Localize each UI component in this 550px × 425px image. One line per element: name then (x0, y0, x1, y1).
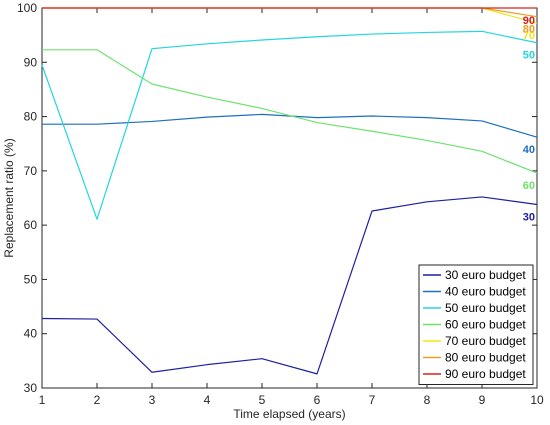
x-tick-label: 1 (39, 393, 46, 407)
end-label-30: 30 (523, 212, 535, 224)
end-label-50: 50 (523, 50, 535, 62)
y-tick-label: 30 (24, 381, 38, 395)
legend-label: 60 euro budget (445, 318, 526, 332)
y-tick-label: 60 (24, 218, 38, 232)
x-tick-label: 10 (530, 393, 544, 407)
y-tick-label: 70 (24, 164, 38, 178)
x-axis-title: Time elapsed (years) (233, 407, 345, 421)
y-tick-label: 50 (24, 272, 38, 286)
end-label-40: 40 (523, 144, 535, 156)
legend-label: 30 euro budget (445, 268, 526, 282)
y-axis-title: Replacement ratio (%) (2, 138, 16, 257)
x-tick-label: 6 (314, 393, 321, 407)
series-line-50 (41, 30, 538, 220)
x-tick-label: 2 (94, 393, 101, 407)
x-tick-label: 3 (149, 393, 156, 407)
legend-label: 40 euro budget (445, 285, 526, 299)
end-label-70: 70 (523, 30, 535, 42)
x-tick-label: 7 (369, 393, 376, 407)
y-tick-label: 90 (24, 55, 38, 69)
legend-label: 50 euro budget (445, 301, 526, 315)
x-tick-label: 4 (204, 393, 211, 407)
series-lines (41, 7, 538, 375)
y-tick-label: 100 (17, 1, 37, 15)
legend-label: 80 euro budget (445, 351, 526, 365)
series-line-30 (41, 196, 538, 375)
x-tick-label: 5 (259, 393, 266, 407)
y-tick-label: 80 (24, 110, 38, 124)
legend-label: 90 euro budget (445, 367, 526, 381)
end-label-80: 80 (523, 24, 535, 36)
series-line-60 (42, 49, 538, 174)
end-label-60: 60 (523, 180, 535, 192)
y-tick-label: 40 (24, 327, 38, 341)
end-label-90: 90 (523, 15, 535, 27)
legend: 30 euro budget 40 euro budget 50 euro budg… (418, 264, 534, 385)
legend-label: 70 euro budget (445, 334, 526, 348)
x-tick-label: 8 (424, 393, 431, 407)
x-tick-label: 9 (479, 393, 486, 407)
